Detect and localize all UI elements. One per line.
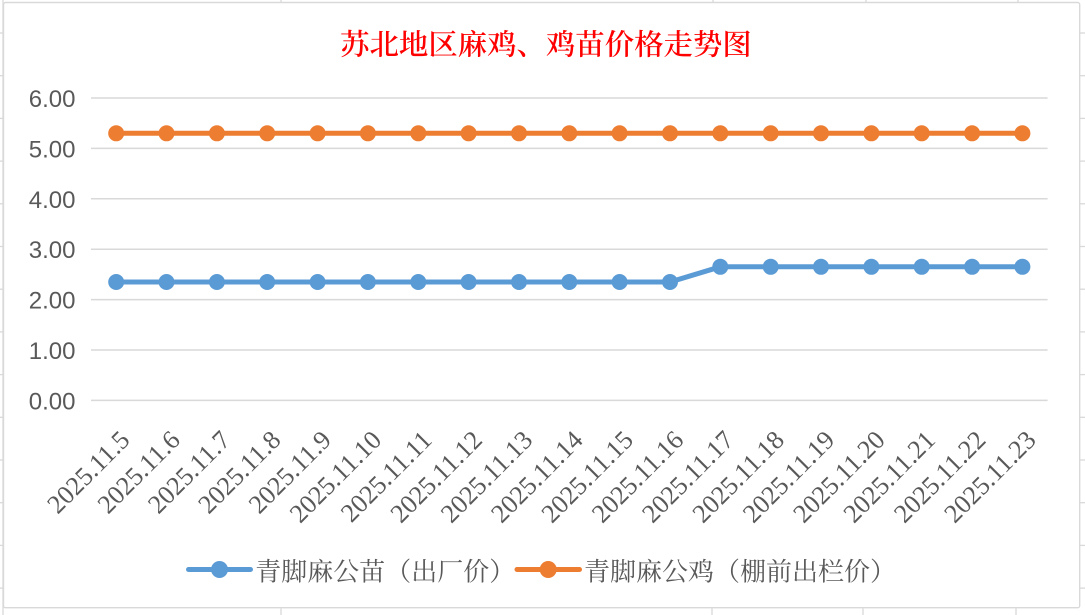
svg-text:6.00: 6.00 xyxy=(29,86,76,113)
svg-text:4.00: 4.00 xyxy=(29,187,76,214)
svg-text:3.00: 3.00 xyxy=(29,237,76,264)
svg-text:1.00: 1.00 xyxy=(29,338,76,365)
svg-text:2.00: 2.00 xyxy=(29,288,76,315)
svg-text:5.00: 5.00 xyxy=(29,136,76,163)
svg-text:0.00: 0.00 xyxy=(29,388,76,415)
